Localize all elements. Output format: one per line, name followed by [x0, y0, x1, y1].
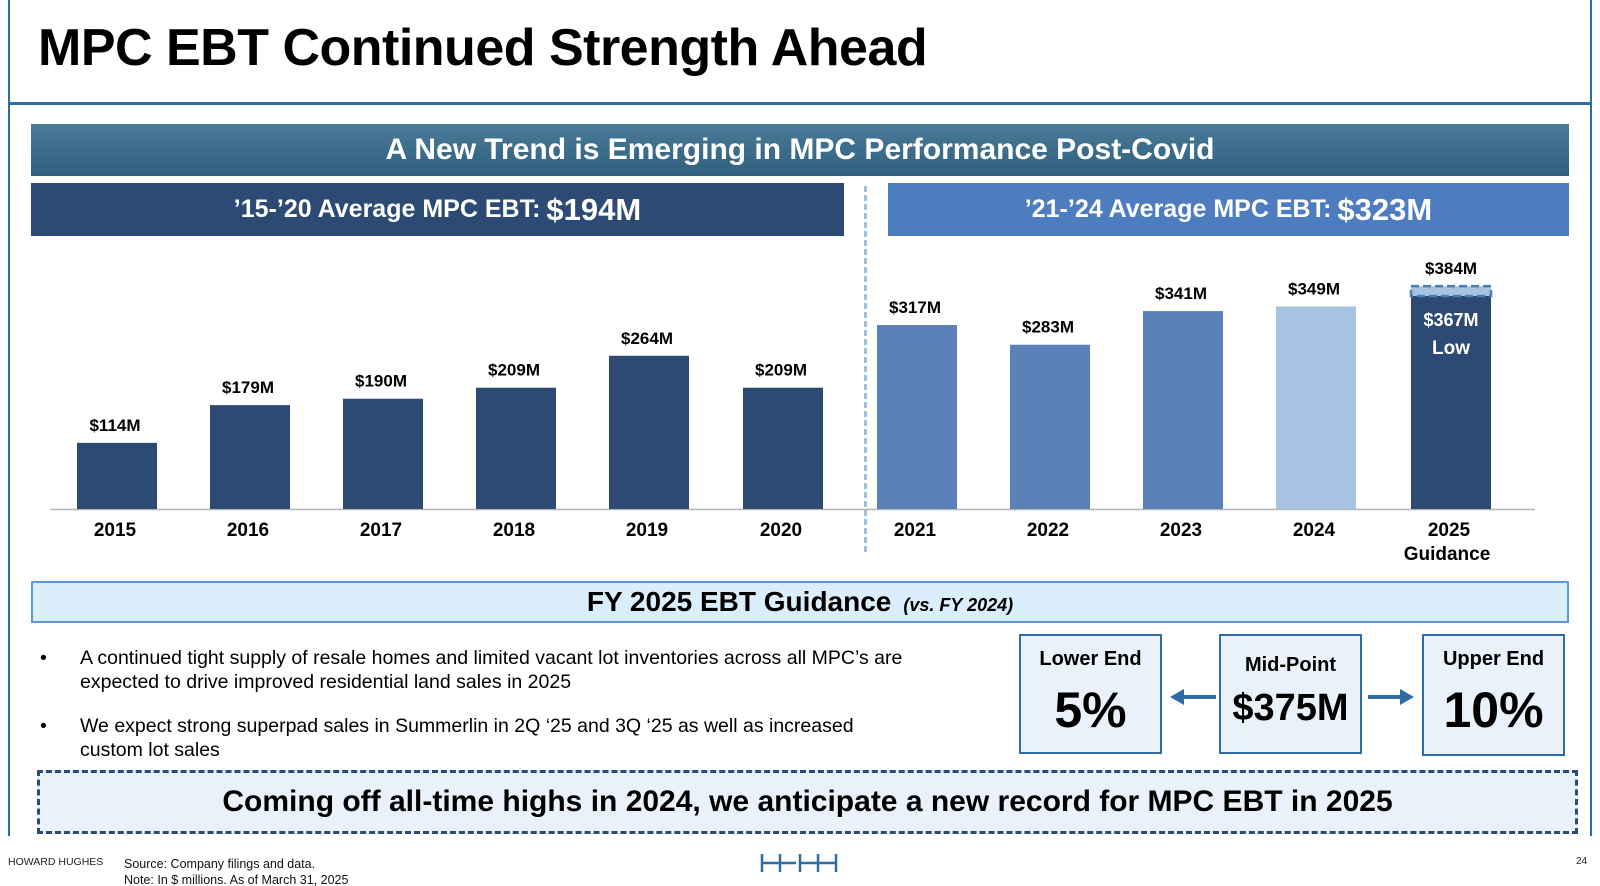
bar-2020 — [743, 387, 823, 509]
upper-end-box: Upper End 10% — [1422, 634, 1565, 756]
arrow-left-icon — [1170, 689, 1216, 705]
tick-label-2022: 2022 — [1027, 520, 1069, 541]
guidance-high-extension — [1409, 284, 1493, 298]
tick-label-2024: 2024 — [1293, 520, 1336, 541]
data-label-2025: $367M — [1423, 310, 1478, 330]
tick-label-2015: 2015 — [94, 520, 137, 541]
bar-2018 — [476, 387, 556, 509]
title-underline-rule — [8, 102, 1592, 105]
bar-2022 — [1010, 344, 1090, 509]
footer-brand: HOWARD HUGHES — [8, 856, 104, 868]
mid-point-value: $375M — [1232, 687, 1349, 729]
data-label-2022: $283M — [1022, 318, 1074, 337]
trend-banner: A New Trend is Emerging in MPC Performan… — [31, 124, 1569, 176]
bar-2016 — [210, 405, 290, 509]
data-label-2020: $209M — [755, 361, 807, 380]
record-callout: Coming off all-time highs in 2024, we an… — [37, 770, 1578, 834]
bar-2019 — [609, 355, 689, 509]
data-label-2015: $114M — [89, 416, 140, 435]
lower-end-box: Lower End 5% — [1019, 634, 1162, 754]
footer-source: Source: Company filings and data. Note: … — [124, 856, 348, 886]
guidance-subtitle: (vs. FY 2024) — [903, 594, 1014, 615]
avg-2015-2020-label: ’15-’20 Average MPC EBT: — [233, 195, 541, 223]
bar-2025 — [1411, 295, 1491, 509]
tick-label-2021: 2021 — [894, 520, 937, 541]
data-label-2019: $264M — [621, 329, 673, 348]
tick-label-2016: 2016 — [227, 520, 269, 541]
upper-end-value: 10% — [1443, 682, 1544, 738]
tick-label-2018: 2018 — [493, 520, 535, 541]
tick-label-2017: 2017 — [360, 520, 402, 541]
guidance-bullet: A continued tight supply of resale homes… — [40, 646, 920, 694]
hh-logo-icon — [760, 854, 838, 872]
period-divider — [864, 186, 867, 552]
avg-2015-2020-value: $194M — [546, 191, 642, 227]
guidance-bullet: We expect strong superpad sales in Summe… — [40, 714, 920, 762]
avg-2021-2024-value: $323M — [1337, 191, 1433, 227]
tick-label-2019: 2019 — [626, 520, 668, 541]
bar-2023 — [1143, 311, 1223, 509]
bar-2024 — [1276, 306, 1356, 509]
data-label-2023: $341M — [1155, 284, 1207, 303]
data-label-2024: $349M — [1288, 279, 1340, 298]
frame-left-rule — [8, 0, 10, 836]
arrow-right-icon — [1368, 689, 1414, 705]
tick-sublabel-2025: Guidance — [1404, 544, 1491, 565]
guidance-title: FY 2025 EBT Guidance — [586, 586, 892, 617]
bar-2021 — [877, 325, 957, 509]
avg-2021-2024-label: ’21-’24 Average MPC EBT: — [1024, 195, 1332, 223]
bar-2017 — [343, 398, 423, 509]
tick-label-2023: 2023 — [1160, 520, 1202, 541]
guidance-low-label: Low — [1432, 338, 1470, 359]
guidance-bullets: A continued tight supply of resale homes… — [40, 646, 920, 782]
page-title: MPC EBT Continued Strength Ahead — [38, 19, 928, 77]
guidance-band: FY 2025 EBT Guidance (vs. FY 2024) — [31, 581, 1569, 623]
data-label-2021: $317M — [889, 298, 941, 317]
data-label-guidance-high: $384M — [1425, 259, 1477, 278]
avg-2021-2024-box: ’21-’24 Average MPC EBT: $323M — [888, 183, 1569, 236]
frame-right-rule — [1590, 0, 1592, 836]
data-label-2018: $209M — [488, 361, 540, 380]
bar-2015 — [77, 442, 157, 509]
mid-point-label: Mid-Point — [1244, 654, 1337, 676]
tick-label-2025: 2025 — [1428, 520, 1471, 541]
avg-2015-2020-box: ’15-’20 Average MPC EBT: $194M — [31, 183, 844, 236]
mid-point-box: Mid-Point $375M — [1219, 634, 1362, 754]
page-number: 24 — [1576, 856, 1588, 867]
data-label-2017: $190M — [355, 372, 407, 391]
tick-label-2020: 2020 — [760, 520, 802, 541]
note-text: Note: In $ millions. As of March 31, 202… — [124, 873, 349, 886]
lower-end-label: Lower End — [1039, 648, 1142, 670]
upper-end-label: Upper End — [1442, 648, 1545, 670]
data-label-2016: $179M — [222, 378, 274, 397]
source-text: Source: Company filings and data. — [124, 857, 316, 871]
lower-end-value: 5% — [1054, 682, 1127, 738]
